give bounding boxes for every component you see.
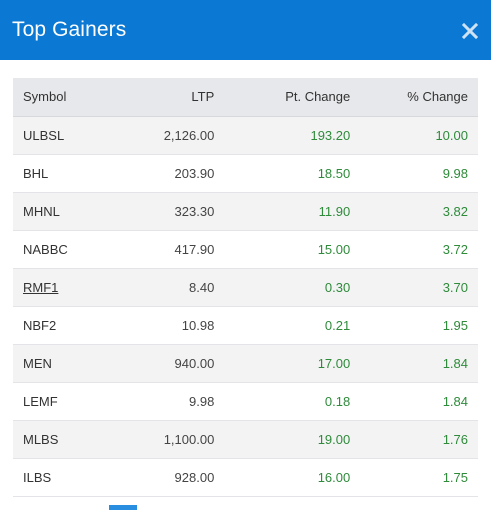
symbol-cell: NBF2 bbox=[23, 317, 57, 333]
pct-change-cell: 1.75 bbox=[442, 469, 468, 485]
ltp-cell: 417.90 bbox=[174, 241, 215, 257]
ltp-cell: 1,100.00 bbox=[163, 431, 215, 447]
table-row: ULBSL 2,126.00 193.20 10.00 bbox=[13, 116, 478, 154]
close-button[interactable] bbox=[459, 20, 481, 42]
pt-change-cell: 0.30 bbox=[324, 279, 351, 295]
pct-change-cell: 1.76 bbox=[442, 431, 468, 447]
close-icon bbox=[461, 22, 479, 40]
table-row: MLBS 1,100.00 19.00 1.76 bbox=[13, 420, 478, 458]
pt-change-cell: 0.21 bbox=[324, 317, 351, 333]
scroll-indicator[interactable] bbox=[109, 505, 137, 510]
table-row: MEN 940.00 17.00 1.84 bbox=[13, 344, 478, 382]
pct-change-cell: 3.82 bbox=[442, 203, 468, 219]
symbol-cell: MEN bbox=[23, 355, 52, 371]
pct-change-cell: 10.00 bbox=[435, 127, 468, 143]
symbol-cell: MHNL bbox=[23, 203, 60, 219]
table-row: MHNL 323.30 11.90 3.82 bbox=[13, 192, 478, 230]
pt-change-cell: 18.50 bbox=[317, 165, 351, 181]
ltp-cell: 2,126.00 bbox=[163, 127, 215, 143]
column-header-symbol: Symbol bbox=[13, 78, 131, 117]
column-header-ltp: LTP bbox=[130, 78, 215, 117]
symbol-cell: NABBC bbox=[23, 241, 68, 257]
pct-change-cell: 3.72 bbox=[442, 241, 468, 257]
top-gainers-table: Symbol LTP Pt. Change % Change ULBSL 2,1… bbox=[13, 78, 478, 497]
pt-change-cell: 0.18 bbox=[324, 393, 351, 409]
symbol-cell: RMF1 bbox=[13, 268, 131, 306]
symbol-cell: ILBS bbox=[23, 469, 52, 485]
table-row: RMF1 8.40 0.30 3.70 bbox=[13, 268, 478, 306]
table-header-row: Symbol LTP Pt. Change % Change bbox=[13, 78, 478, 117]
ltp-cell: 928.00 bbox=[174, 469, 215, 485]
column-header-pct-change: % Change bbox=[350, 78, 478, 117]
pct-change-cell: 1.84 bbox=[442, 393, 468, 409]
column-header-pt-change: Pt. Change bbox=[214, 78, 351, 117]
ltp-cell: 9.98 bbox=[189, 393, 215, 409]
pct-change-cell: 9.98 bbox=[442, 165, 468, 181]
ltp-cell: 203.90 bbox=[174, 165, 215, 181]
symbol-cell: LEMF bbox=[23, 393, 58, 409]
table-row: LEMF 9.98 0.18 1.84 bbox=[13, 382, 478, 420]
modal-title: Top Gainers bbox=[12, 18, 127, 41]
ltp-cell: 323.30 bbox=[174, 203, 215, 219]
symbol-cell: MLBS bbox=[23, 431, 59, 447]
pt-change-cell: 15.00 bbox=[317, 241, 351, 257]
pt-change-cell: 193.20 bbox=[310, 127, 351, 143]
table-row: BHL 203.90 18.50 9.98 bbox=[13, 154, 478, 192]
table-row: NBF2 10.98 0.21 1.95 bbox=[13, 306, 478, 344]
pct-change-cell: 1.95 bbox=[442, 317, 468, 333]
ltp-cell: 8.40 bbox=[189, 279, 215, 295]
pt-change-cell: 17.00 bbox=[317, 355, 351, 371]
pt-change-cell: 11.90 bbox=[318, 203, 351, 219]
pct-change-cell: 1.84 bbox=[442, 355, 468, 371]
pt-change-cell: 19.00 bbox=[317, 431, 351, 447]
table-row: NABBC 417.90 15.00 3.72 bbox=[13, 230, 478, 268]
ltp-cell: 940.00 bbox=[174, 355, 215, 371]
pt-change-cell: 16.00 bbox=[317, 469, 351, 485]
table-row: ILBS 928.00 16.00 1.75 bbox=[13, 458, 478, 496]
ltp-cell: 10.98 bbox=[181, 317, 215, 333]
pct-change-cell: 3.70 bbox=[442, 279, 468, 295]
symbol-link-rmf1[interactable]: RMF1 bbox=[23, 279, 59, 295]
symbol-cell: BHL bbox=[23, 165, 49, 181]
modal-header: Top Gainers bbox=[0, 0, 491, 60]
symbol-cell: ULBSL bbox=[23, 127, 65, 143]
top-gainers-table-container: Symbol LTP Pt. Change % Change ULBSL 2,1… bbox=[13, 78, 478, 510]
